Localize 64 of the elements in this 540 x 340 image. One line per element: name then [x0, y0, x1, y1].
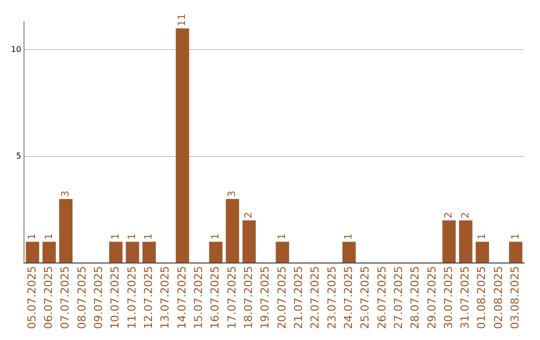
x-tick-label: 06.07.2025	[42, 266, 56, 330]
data-label: 2	[444, 212, 455, 218]
data-label: 3	[227, 190, 238, 198]
x-tick-label: 22.07.2025	[308, 266, 322, 330]
bar	[109, 242, 122, 263]
x-tick-label: 23.07.2025	[325, 266, 338, 330]
bar	[242, 220, 256, 263]
bar	[459, 220, 472, 263]
data-label: 1	[27, 233, 38, 240]
data-label: 1	[277, 233, 288, 240]
x-tick-label: 10.07.2025	[108, 266, 122, 330]
x-tick-label: 17.07.2025	[225, 266, 238, 330]
bar	[476, 242, 490, 263]
x-tick-label: 01.08.2025	[475, 266, 488, 330]
x-tick-label: 05.07.2025	[25, 266, 38, 330]
bar	[176, 28, 190, 263]
x-tick-label: 21.07.2025	[292, 266, 305, 330]
data-label: 1	[110, 233, 122, 240]
bar	[126, 242, 140, 263]
data-label: 1	[344, 233, 355, 240]
data-label: 1	[210, 233, 222, 240]
bar	[226, 199, 240, 263]
bar	[276, 242, 290, 263]
bar	[42, 242, 56, 263]
data-label: 2	[244, 212, 255, 218]
data-label: 3	[60, 190, 72, 198]
x-tick-label: 02.08.2025	[492, 266, 505, 330]
x-tick-label: 11.07.2025	[125, 266, 138, 330]
data-label: 1	[127, 233, 138, 240]
x-tick-label: 26.07.2025	[375, 266, 388, 330]
x-tick-label: 09.07.2025	[92, 266, 106, 330]
x-tick-label: 03.08.2025	[508, 266, 522, 330]
x-tick-label: 20.07.2025	[275, 266, 288, 330]
data-label: 11	[177, 14, 188, 26]
bar	[442, 220, 456, 263]
data-label: 1	[44, 233, 55, 240]
y-tick-label: 5	[16, 151, 22, 160]
x-tick-label: 08.07.2025	[75, 266, 88, 330]
data-label: 1	[144, 233, 155, 240]
bar	[59, 199, 72, 263]
bar	[509, 242, 522, 263]
data-label: 1	[476, 233, 488, 240]
bar	[209, 242, 222, 263]
x-tick-label: 29.07.2025	[425, 266, 438, 330]
x-tick-label: 13.07.2025	[158, 266, 172, 330]
x-tick-label: 15.07.2025	[192, 266, 205, 330]
x-tick-label: 31.07.2025	[458, 266, 472, 330]
data-label: 2	[460, 212, 472, 218]
y-tick-label: 10	[10, 44, 22, 54]
x-tick-label: 12.07.2025	[142, 266, 155, 330]
bar	[26, 242, 40, 263]
bar	[342, 242, 356, 263]
x-tick-label: 28.07.2025	[408, 266, 422, 330]
x-tick-label: 16.07.2025	[208, 266, 222, 330]
x-tick-label: 19.07.2025	[258, 266, 272, 330]
x-tick-label: 30.07.2025	[442, 266, 455, 330]
x-tick-label: 18.07.2025	[242, 266, 255, 330]
x-tick-label: 07.07.2025	[58, 266, 72, 330]
x-tick-label: 14.07.2025	[175, 266, 188, 330]
x-tick-label: 24.07.2025	[342, 266, 355, 330]
bar	[142, 242, 156, 263]
data-label: 1	[510, 233, 522, 240]
x-tick-label: 25.07.2025	[358, 266, 372, 330]
x-tick-label: 27.07.2025	[392, 266, 405, 330]
